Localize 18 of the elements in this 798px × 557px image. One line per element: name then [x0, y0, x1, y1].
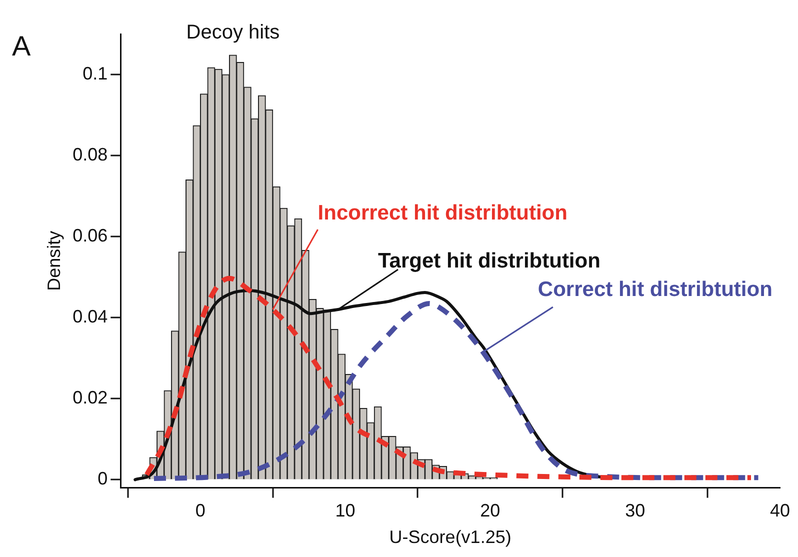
y-tick-label: 0.04 [72, 306, 108, 327]
text: A [12, 30, 31, 62]
text: Correct hit distribtution [538, 278, 772, 301]
y-tick-label: 0.06 [72, 226, 108, 246]
y-tick-label: 0.08 [72, 144, 108, 165]
x-tick-label: 0 [195, 500, 206, 521]
x-tick-label: 40 [770, 500, 790, 521]
y-axis-title: Density [44, 230, 64, 291]
x-tick-label: 20 [480, 500, 500, 521]
text: Incorrect hit distribtution [318, 201, 568, 224]
annotation: Decoy hits [186, 22, 280, 44]
x-axis-title: U-Score(v1.25) [389, 527, 512, 548]
y-tick-label: 0.02 [72, 388, 108, 408]
y-tick-label: 0 [98, 468, 108, 489]
x-tick-label: 30 [625, 500, 646, 521]
series-label: Target hit distribtution [378, 249, 600, 272]
y-tick-label: 0.1 [82, 63, 108, 84]
x-tick-label: 10 [335, 500, 356, 521]
